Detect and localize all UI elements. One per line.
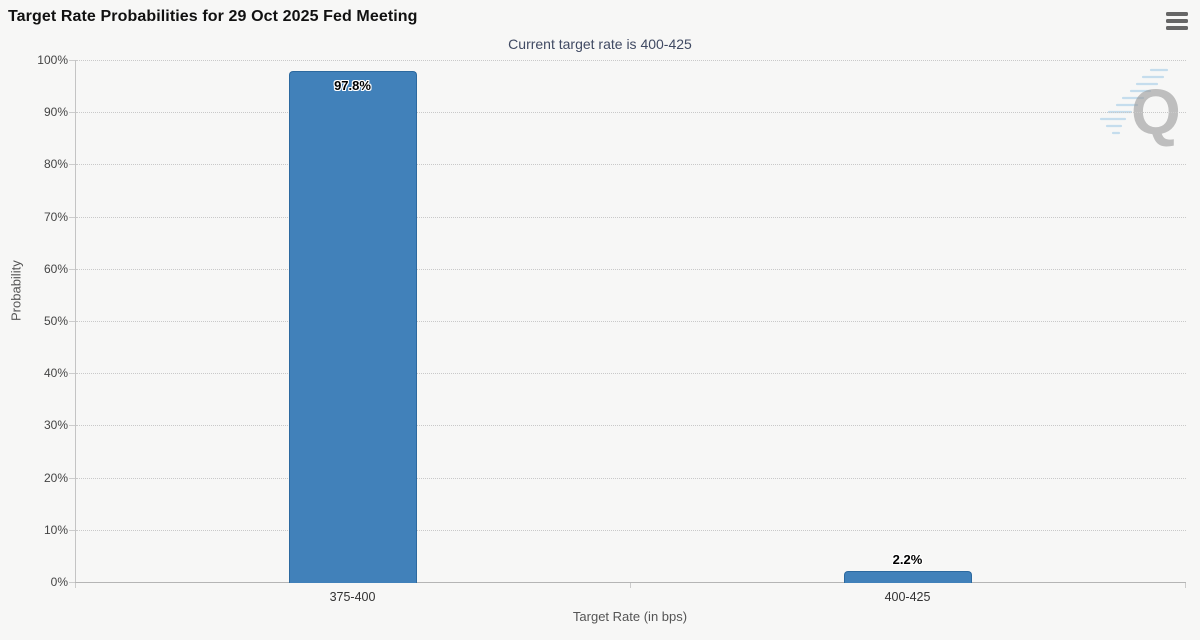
bar-value-label: 97.8% bbox=[334, 78, 371, 94]
y-tick-label: 10% bbox=[43, 522, 68, 537]
y-tick-mark bbox=[69, 268, 75, 270]
y-tick-mark bbox=[69, 373, 75, 375]
bar-400-425[interactable]: 2.2% bbox=[843, 552, 972, 583]
y-tick-label: 40% bbox=[43, 366, 68, 381]
chart-subtitle: Current target rate is 400-425 bbox=[508, 36, 692, 52]
y-tick-label: 0% bbox=[50, 575, 68, 589]
hamburger-icon bbox=[1166, 9, 1188, 33]
y-tick-mark bbox=[69, 477, 75, 479]
y-gridline bbox=[76, 164, 1186, 166]
y-tick-label: 30% bbox=[43, 418, 68, 433]
y-tick-mark bbox=[69, 321, 75, 322]
y-gridline bbox=[76, 425, 1186, 427]
y-gridline bbox=[76, 60, 1186, 61]
y-tick-mark bbox=[69, 529, 75, 531]
x-tick-mark bbox=[1185, 583, 1186, 588]
y-tick-mark bbox=[69, 582, 75, 583]
y-tick-mark bbox=[69, 164, 75, 166]
x-axis-title: Target Rate (in bps) bbox=[572, 609, 688, 624]
y-tick-mark bbox=[69, 112, 75, 114]
y-tick-label: 80% bbox=[43, 157, 68, 172]
y-tick-mark bbox=[69, 425, 75, 427]
chart-title: Target Rate Probabilities for 29 Oct 202… bbox=[8, 8, 418, 25]
y-gridline bbox=[76, 477, 1186, 479]
x-axis-line bbox=[75, 582, 1186, 583]
bar-value-label: 2.2% bbox=[892, 551, 923, 567]
y-gridline bbox=[76, 321, 1186, 322]
chart-context-menu-button[interactable] bbox=[1162, 8, 1192, 34]
y-tick-mark bbox=[69, 60, 75, 61]
y-tick-label: 50% bbox=[43, 314, 68, 328]
y-tick-label: 60% bbox=[43, 261, 68, 276]
y-tick-label: 90% bbox=[43, 105, 68, 120]
y-gridline bbox=[76, 373, 1186, 375]
y-gridline bbox=[76, 529, 1186, 531]
y-gridline bbox=[76, 112, 1186, 114]
y-tick-mark bbox=[69, 216, 75, 218]
x-tick-label: 400-425 bbox=[884, 590, 931, 604]
x-tick-label: 375-400 bbox=[329, 590, 376, 604]
y-gridline bbox=[76, 216, 1186, 218]
bar-375-400[interactable]: 97.8% bbox=[288, 71, 417, 583]
y-gridline bbox=[76, 268, 1186, 270]
y-tick-label: 100% bbox=[37, 53, 68, 67]
x-tick-mark bbox=[630, 583, 631, 588]
quikstrike-watermark-icon: Q bbox=[1099, 68, 1181, 148]
y-tick-label: 70% bbox=[43, 209, 68, 224]
y-tick-label: 20% bbox=[43, 470, 68, 485]
x-tick-mark bbox=[75, 583, 76, 588]
y-axis-line bbox=[75, 60, 76, 582]
